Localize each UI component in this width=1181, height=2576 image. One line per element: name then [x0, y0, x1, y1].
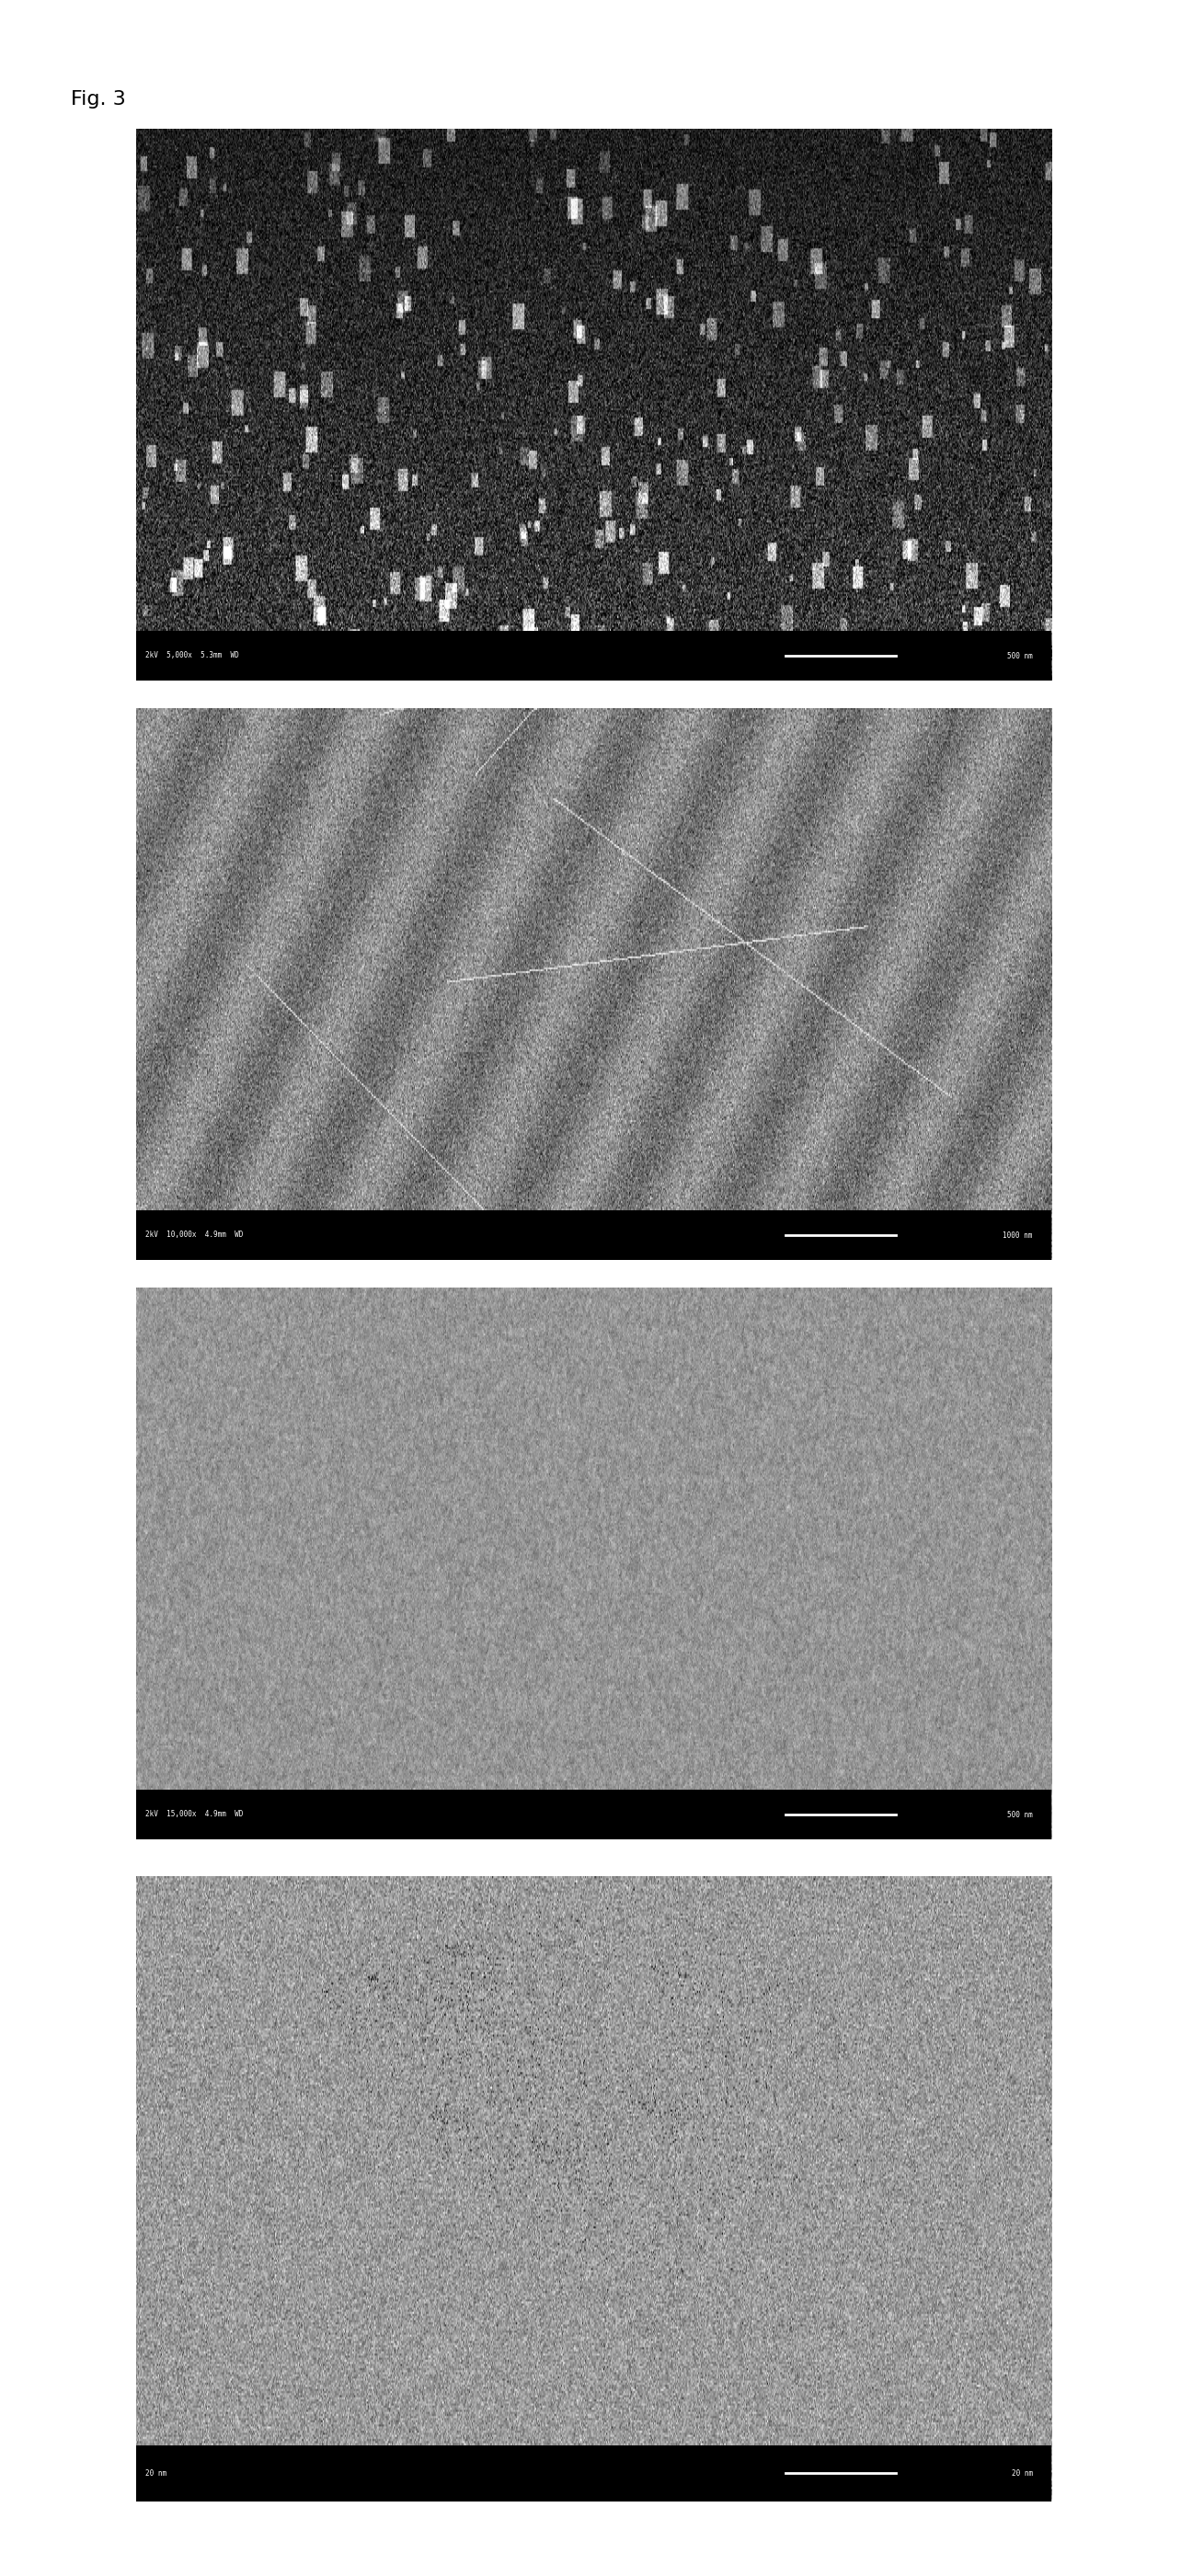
Text: 2kV  15,000x  4.9mm  WD: 2kV 15,000x 4.9mm WD	[145, 1811, 243, 1819]
Bar	[136, 1211, 1051, 1260]
Text: 20 nm: 20 nm	[145, 2470, 167, 2478]
Text: 500 nm: 500 nm	[1007, 1811, 1032, 1819]
Text: 2kV  10,000x  4.9mm  WD: 2kV 10,000x 4.9mm WD	[145, 1231, 243, 1239]
Text: 20 nm: 20 nm	[1011, 2470, 1032, 2478]
Bar	[136, 1790, 1051, 1839]
Bar	[136, 631, 1051, 680]
Text: 1000 nm: 1000 nm	[1003, 1231, 1032, 1239]
Bar	[136, 2445, 1051, 2501]
Text: Fig. 3: Fig. 3	[71, 90, 126, 108]
Text: 500 nm: 500 nm	[1007, 652, 1032, 659]
Text: 2kV  5,000x  5.3mm  WD: 2kV 5,000x 5.3mm WD	[145, 652, 239, 659]
